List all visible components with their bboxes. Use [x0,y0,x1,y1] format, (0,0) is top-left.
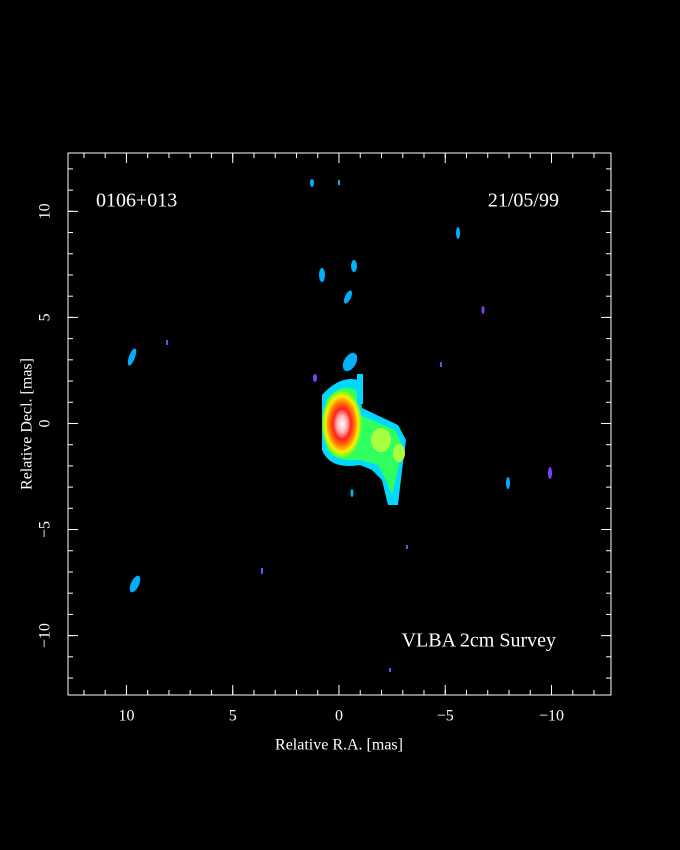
plot-frame [67,152,612,696]
y-tick-label: −5 [37,521,54,538]
component [389,668,391,672]
x-tick-label: 5 [229,708,237,725]
y-tick-label: −10 [37,623,54,648]
component [261,568,263,574]
x-axis-label: Relative R.A. [mas] [275,737,403,754]
y-axis-label: Relative Decl. [mas] [19,358,36,490]
component [166,340,168,345]
x-tick-label: −5 [437,708,454,725]
component [506,477,510,489]
component [440,362,442,367]
emission-cyan [357,374,363,404]
component [127,348,137,366]
component [406,545,408,549]
emission-knot [393,444,405,462]
component [129,575,141,593]
component [313,374,317,382]
component [456,227,460,239]
component [351,260,357,272]
component [342,352,358,372]
emission-knot [371,428,391,452]
survey-label: VLBA 2cm Survey [402,630,556,652]
component [350,489,354,497]
component [343,290,353,304]
component [319,268,325,282]
date-label: 21/05/99 [488,190,559,212]
y-tick-label: 0 [37,419,54,427]
core [322,390,362,458]
component [310,179,314,187]
component [548,467,552,479]
y-tick-label: 5 [37,313,54,321]
component [338,180,340,185]
radio-image [127,179,552,672]
x-tick-label: 0 [335,708,343,725]
x-tick-label: −10 [539,708,564,725]
component [481,306,485,314]
x-tick-label: 10 [118,708,134,725]
source-label: 0106+013 [96,190,177,212]
y-tick-label: 10 [37,203,54,219]
